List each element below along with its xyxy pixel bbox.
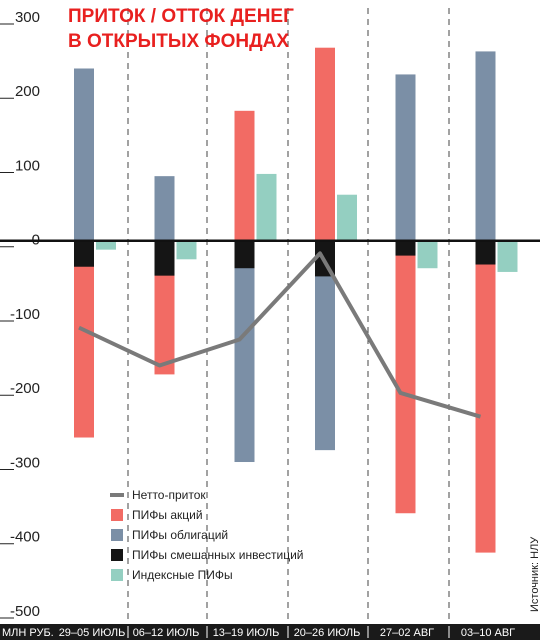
bar-index <box>417 240 438 269</box>
source-note: Источник: НЛУ <box>529 536 540 612</box>
bar-index <box>256 173 277 241</box>
legend-label: ПИФы акций <box>132 508 203 522</box>
unit-label: МЛН РУБ. <box>2 627 54 639</box>
bar-equity <box>315 47 335 241</box>
y-tick-label: 200 <box>15 83 40 100</box>
bar-mixed <box>154 240 175 276</box>
bar-bonds <box>234 240 255 463</box>
chart-title-line-2: В ОТКРЫТЫХ ФОНДАХ <box>68 31 289 52</box>
legend-swatch <box>111 509 123 521</box>
bar-equity <box>395 240 416 514</box>
legend-swatch-line <box>110 493 124 497</box>
legend-label: ПИФы смешанных инвестиций <box>132 548 304 562</box>
bar-mixed <box>395 240 416 256</box>
y-tick-label: 300 <box>15 9 40 26</box>
legend-swatch <box>111 549 123 561</box>
bar-bonds <box>475 51 496 241</box>
bar-bonds <box>315 240 335 451</box>
bar-equity <box>234 110 255 241</box>
bar-mixed <box>475 240 496 265</box>
category-label: 29–05 ИЮЛЬ <box>59 627 126 639</box>
legend-swatch <box>111 529 123 541</box>
axes-layer: 3002001000-100-200-300-400-500 <box>0 9 540 620</box>
y-tick-label: -400 <box>10 529 40 546</box>
bar-index <box>96 240 116 250</box>
bar-equity <box>74 240 94 438</box>
bar-bonds <box>395 74 416 241</box>
y-tick-label: -100 <box>10 306 40 323</box>
bar-equity <box>475 240 496 553</box>
y-tick-label: 100 <box>15 157 40 174</box>
legend-label: Нетто-приток <box>132 488 206 502</box>
bar-mixed <box>234 240 255 269</box>
category-label: 20–26 ИЮЛЬ <box>294 627 361 639</box>
net-flow-line-layer <box>78 251 482 419</box>
legend-label: ПИФы облигаций <box>132 528 228 542</box>
category-label: 27–02 АВГ <box>380 627 434 639</box>
bars-layer <box>74 47 518 553</box>
y-tick-label: -500 <box>10 603 40 620</box>
category-axis-bar: МЛН РУБ. 29–05 ИЮЛЬ 06–12 ИЮЛЬ 13–19 ИЮЛЬ 20… <box>0 624 540 640</box>
bar-index <box>176 240 197 260</box>
category-bar-background <box>0 624 540 640</box>
legend-label: Индексные ПИФы <box>132 568 233 582</box>
y-tick-label: -300 <box>10 454 40 471</box>
bar-bonds <box>74 68 94 241</box>
legend: Нетто-приток ПИФы акций ПИФы облигаций ПИФы… <box>110 488 304 582</box>
category-label: 03–10 АВГ <box>461 627 515 639</box>
chart-title-line-1: ПРИТОК / ОТТОК ДЕНЕГ <box>68 6 294 27</box>
bar-bonds <box>154 176 175 241</box>
bar-mixed <box>74 240 94 267</box>
bar-index <box>337 194 357 241</box>
grid-layer <box>127 8 450 624</box>
category-label: 13–19 ИЮЛЬ <box>213 627 280 639</box>
category-label: 06–12 ИЮЛЬ <box>133 627 200 639</box>
legend-swatch <box>111 569 123 581</box>
y-tick-label: -200 <box>10 380 40 397</box>
bar-index <box>497 240 518 272</box>
net-flow-line <box>78 251 482 419</box>
